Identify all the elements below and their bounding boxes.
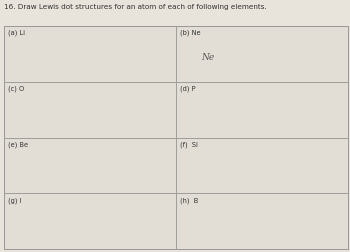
Text: (e) Be: (e) Be	[8, 141, 28, 147]
Bar	[4, 82, 176, 138]
Bar	[176, 138, 348, 194]
Text: Ne: Ne	[201, 53, 214, 61]
Bar	[4, 26, 348, 249]
Text: (c) O: (c) O	[8, 85, 24, 92]
Text: (a) Li: (a) Li	[8, 29, 25, 36]
Bar	[176, 82, 348, 138]
Text: (g) I: (g) I	[8, 197, 21, 203]
Bar	[4, 138, 176, 194]
Text: (h)  B: (h) B	[180, 197, 198, 203]
Bar	[4, 26, 176, 82]
Text: (d) P: (d) P	[180, 85, 196, 92]
Bar	[176, 194, 348, 249]
Bar	[176, 26, 348, 82]
Bar	[4, 194, 176, 249]
Text: 16. Draw Lewis dot structures for an atom of each of following elements.: 16. Draw Lewis dot structures for an ato…	[4, 4, 266, 10]
Text: (f)  Si: (f) Si	[180, 141, 198, 147]
Text: (b) Ne: (b) Ne	[180, 29, 201, 36]
